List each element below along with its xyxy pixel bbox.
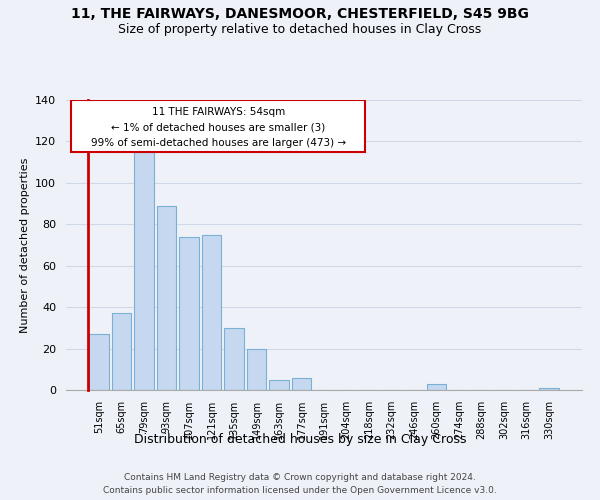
Text: Contains HM Land Registry data © Crown copyright and database right 2024.
Contai: Contains HM Land Registry data © Crown c… xyxy=(103,474,497,495)
Bar xyxy=(269,380,289,390)
Bar xyxy=(134,146,154,390)
FancyBboxPatch shape xyxy=(71,100,365,152)
Bar xyxy=(157,206,176,390)
Bar xyxy=(224,328,244,390)
Bar xyxy=(292,378,311,390)
Bar xyxy=(247,348,266,390)
Text: Distribution of detached houses by size in Clay Cross: Distribution of detached houses by size … xyxy=(134,432,466,446)
Bar xyxy=(539,388,559,390)
Bar xyxy=(179,236,199,390)
Bar xyxy=(112,314,131,390)
Bar xyxy=(202,234,221,390)
Text: Size of property relative to detached houses in Clay Cross: Size of property relative to detached ho… xyxy=(118,22,482,36)
Text: 11, THE FAIRWAYS, DANESMOOR, CHESTERFIELD, S45 9BG: 11, THE FAIRWAYS, DANESMOOR, CHESTERFIEL… xyxy=(71,8,529,22)
Y-axis label: Number of detached properties: Number of detached properties xyxy=(20,158,29,332)
Bar xyxy=(89,334,109,390)
Bar xyxy=(427,384,446,390)
Text: 11 THE FAIRWAYS: 54sqm
← 1% of detached houses are smaller (3)
99% of semi-detac: 11 THE FAIRWAYS: 54sqm ← 1% of detached … xyxy=(91,108,346,148)
